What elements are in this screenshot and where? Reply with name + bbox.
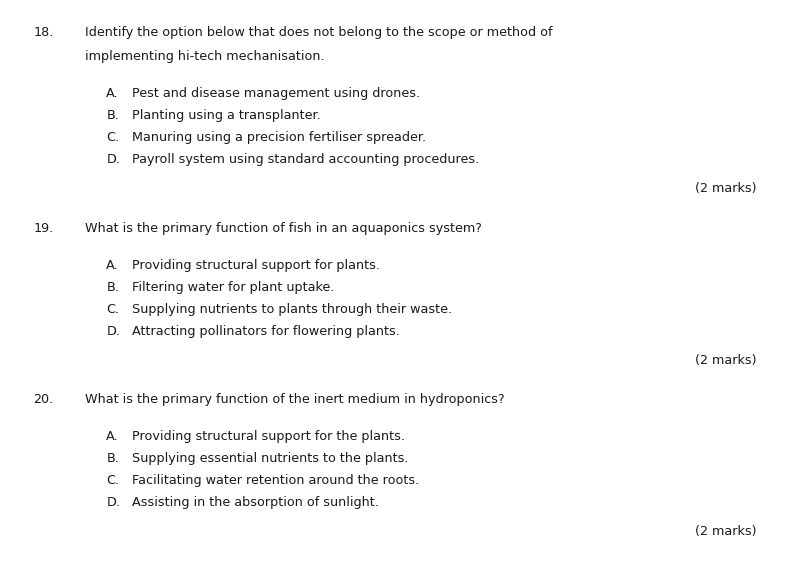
Text: Supplying essential nutrients to the plants.: Supplying essential nutrients to the pla… xyxy=(132,452,409,465)
Text: Filtering water for plant uptake.: Filtering water for plant uptake. xyxy=(132,281,335,294)
Text: Supplying nutrients to plants through their waste.: Supplying nutrients to plants through th… xyxy=(132,303,452,316)
Text: 20.: 20. xyxy=(33,393,54,406)
Text: Providing structural support for plants.: Providing structural support for plants. xyxy=(132,259,381,272)
Text: (2 marks): (2 marks) xyxy=(695,354,756,367)
Text: C.: C. xyxy=(106,131,120,144)
Text: A.: A. xyxy=(106,259,119,272)
Text: B.: B. xyxy=(106,109,119,122)
Text: A.: A. xyxy=(106,430,119,443)
Text: Attracting pollinators for flowering plants.: Attracting pollinators for flowering pla… xyxy=(132,325,400,338)
Text: (2 marks): (2 marks) xyxy=(695,182,756,195)
Text: D.: D. xyxy=(106,496,121,509)
Text: C.: C. xyxy=(106,303,120,316)
Text: D.: D. xyxy=(106,325,121,338)
Text: Providing structural support for the plants.: Providing structural support for the pla… xyxy=(132,430,405,443)
Text: B.: B. xyxy=(106,452,119,465)
Text: 19.: 19. xyxy=(33,222,54,234)
Text: Payroll system using standard accounting procedures.: Payroll system using standard accounting… xyxy=(132,153,480,166)
Text: What is the primary function of the inert medium in hydroponics?: What is the primary function of the iner… xyxy=(85,393,505,406)
Text: Planting using a transplanter.: Planting using a transplanter. xyxy=(132,109,322,122)
Text: D.: D. xyxy=(106,153,121,166)
Text: Pest and disease management using drones.: Pest and disease management using drones… xyxy=(132,87,421,100)
Text: Identify the option below that does not belong to the scope or method of: Identify the option below that does not … xyxy=(85,26,552,39)
Text: 18.: 18. xyxy=(33,26,54,39)
Text: (2 marks): (2 marks) xyxy=(695,525,756,538)
Text: Facilitating water retention around the roots.: Facilitating water retention around the … xyxy=(132,474,420,487)
Text: What is the primary function of fish in an aquaponics system?: What is the primary function of fish in … xyxy=(85,222,482,234)
Text: C.: C. xyxy=(106,474,120,487)
Text: B.: B. xyxy=(106,281,119,294)
Text: A.: A. xyxy=(106,87,119,100)
Text: Assisting in the absorption of sunlight.: Assisting in the absorption of sunlight. xyxy=(132,496,379,509)
Text: Manuring using a precision fertiliser spreader.: Manuring using a precision fertiliser sp… xyxy=(132,131,426,144)
Text: implementing hi-tech mechanisation.: implementing hi-tech mechanisation. xyxy=(85,50,325,63)
